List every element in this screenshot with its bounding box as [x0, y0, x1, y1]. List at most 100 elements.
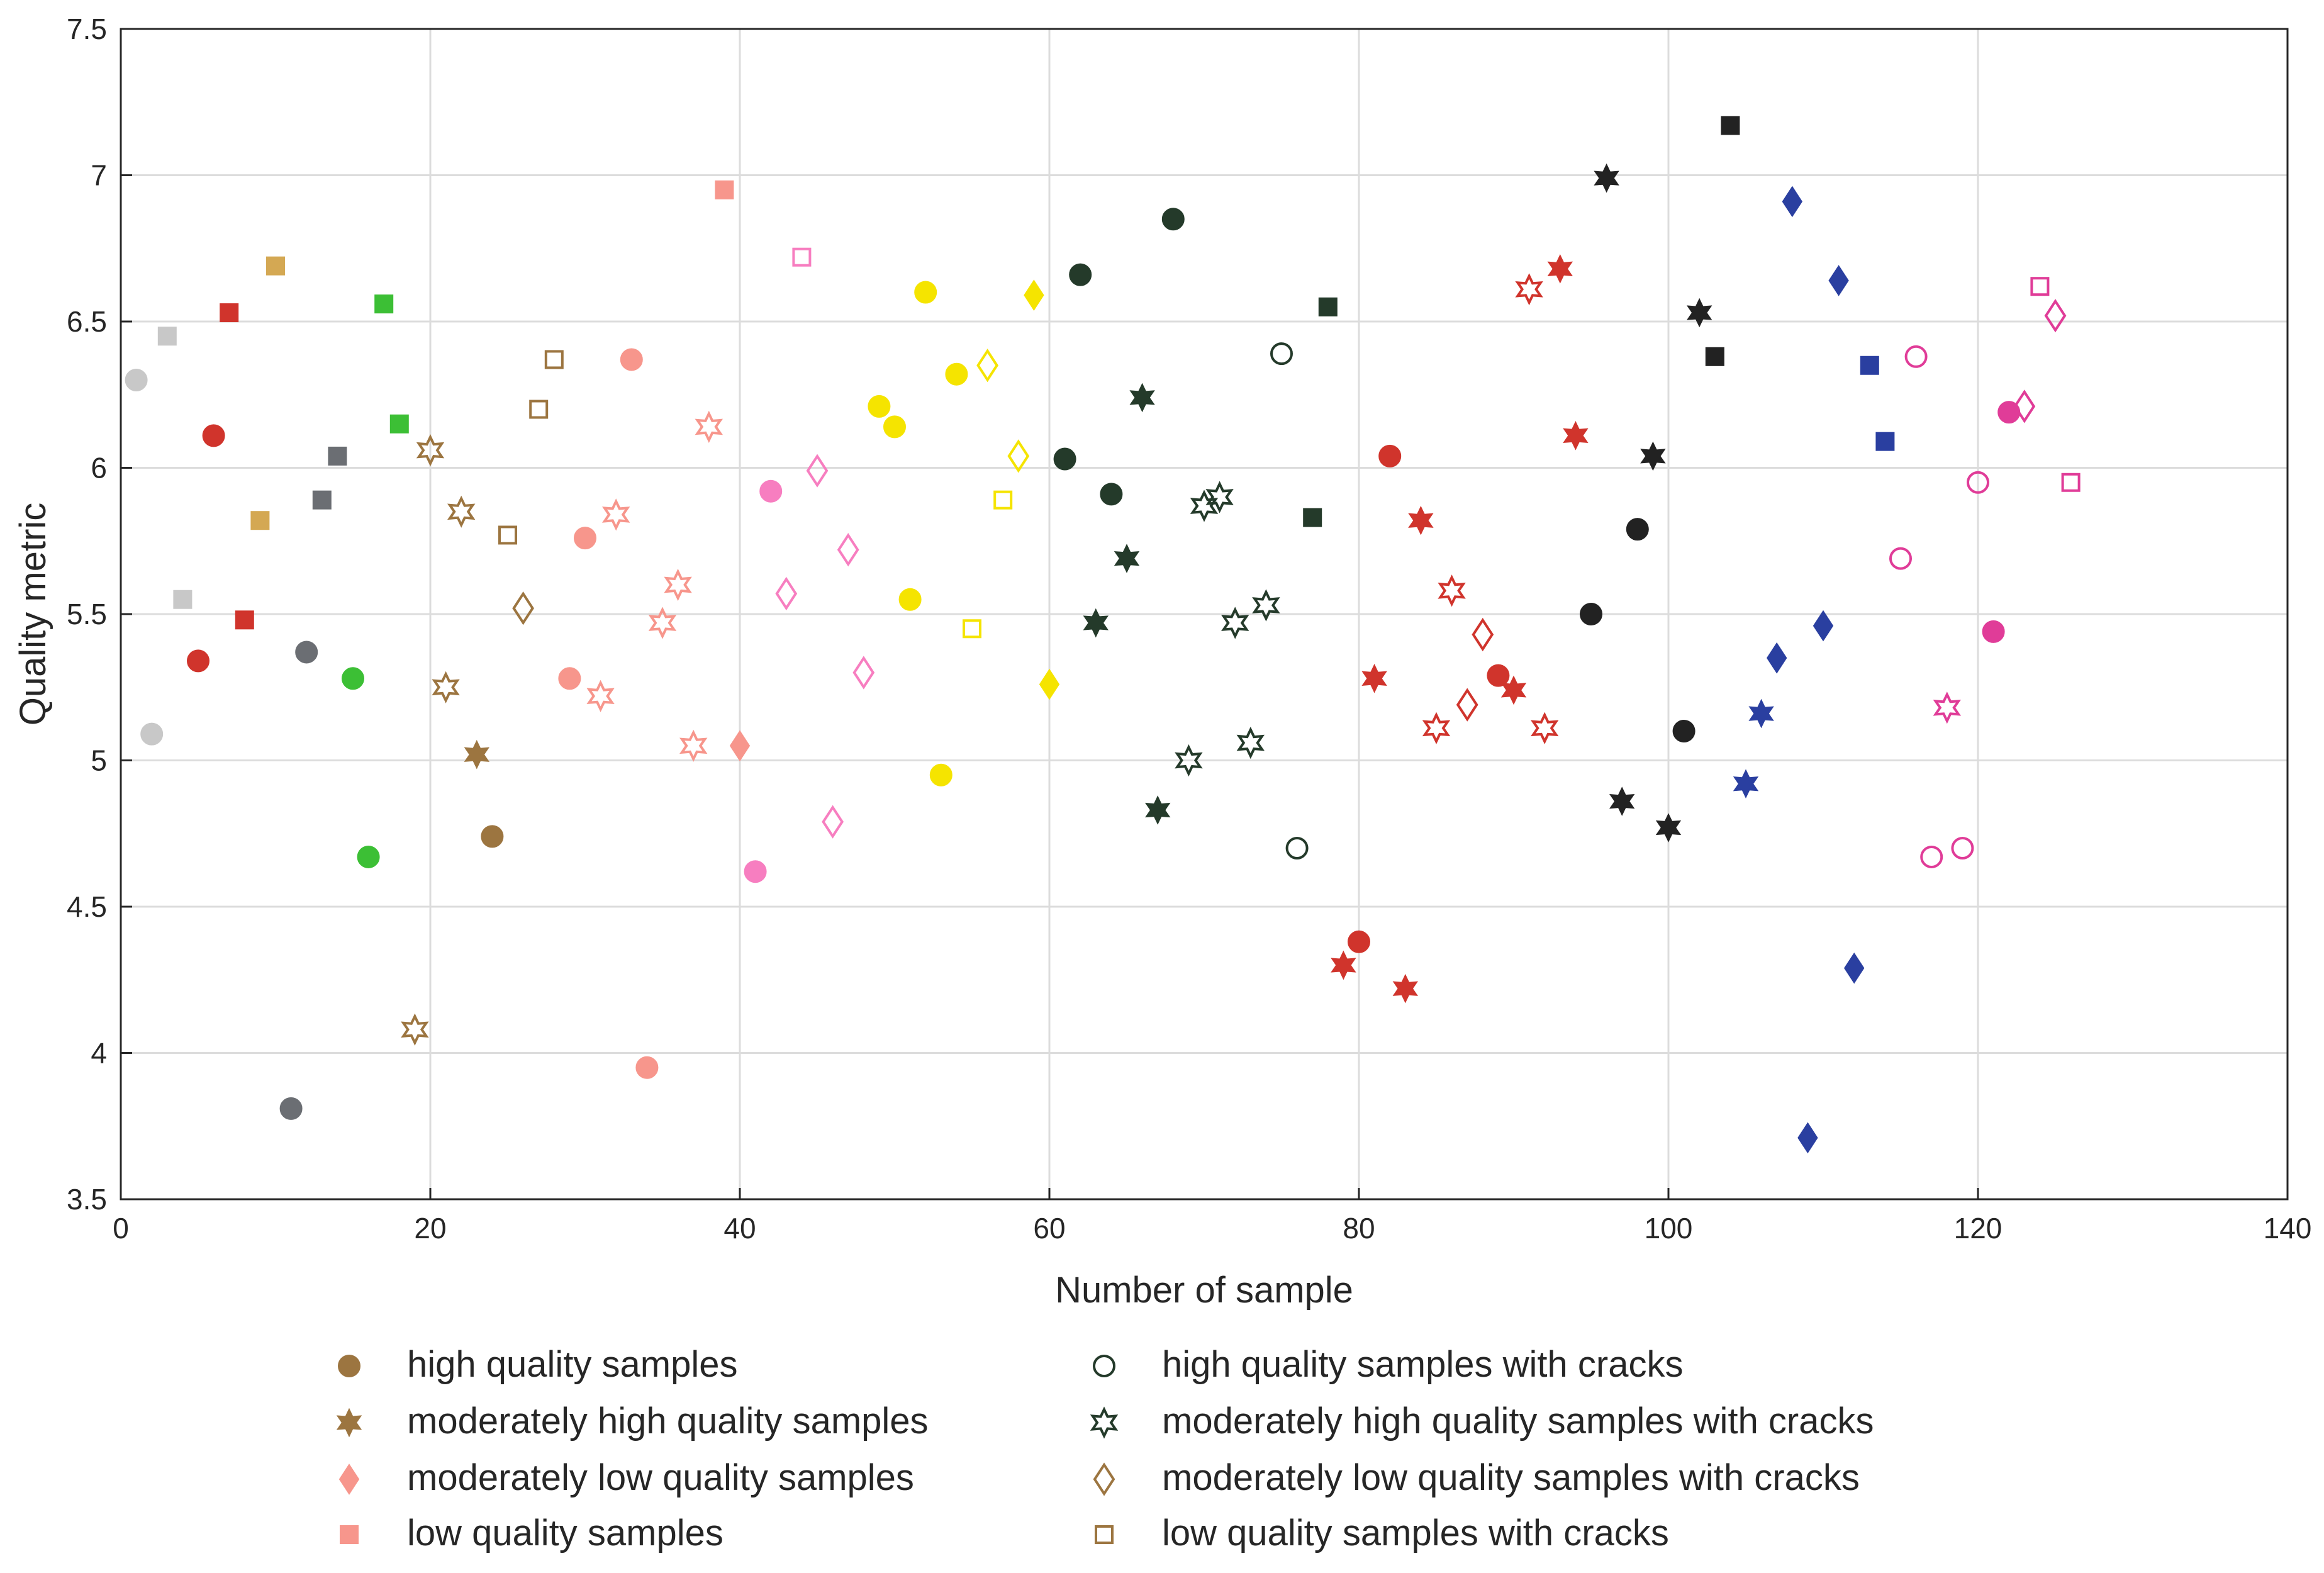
- data-point-star6: [1236, 726, 1265, 759]
- data-point-star6: [1190, 490, 1219, 522]
- data-point-circle: [914, 281, 937, 304]
- data-point-diamond: [852, 656, 875, 690]
- data-point-star6: [1594, 163, 1619, 193]
- data-point-circle: [1161, 208, 1185, 231]
- legend-label: moderately low quality samples: [407, 1457, 914, 1498]
- data-point-circle: [1904, 345, 1928, 368]
- data-point-diamond: [2013, 389, 2036, 423]
- data-point-diamond: [1782, 186, 1802, 218]
- data-point-circle: [1348, 930, 1370, 953]
- data-point-diamond: [837, 533, 859, 567]
- y-tick-label: 7: [91, 159, 107, 192]
- data-point-star6: [1408, 505, 1434, 535]
- data-point-square: [1705, 347, 1724, 366]
- legend-marker-star6: [336, 1408, 362, 1438]
- data-point-circle: [1270, 342, 1293, 366]
- data-point-star6: [1175, 744, 1203, 777]
- legend-marker-circle: [1093, 1355, 1115, 1377]
- data-point-circle: [744, 860, 767, 883]
- data-point-circle: [1487, 664, 1510, 687]
- data-point-circle: [945, 362, 968, 386]
- data-point-star6: [1530, 712, 1559, 744]
- legend-marker-circle: [338, 1355, 360, 1377]
- data-point-square: [1318, 297, 1338, 316]
- data-point-star6: [1733, 769, 1759, 799]
- x-tick-label: 40: [723, 1212, 756, 1245]
- x-tick-label: 80: [1343, 1212, 1375, 1245]
- data-point-circle: [558, 667, 581, 690]
- data-point-diamond: [2044, 299, 2067, 333]
- data-point-circle: [140, 722, 164, 746]
- data-point-circle: [357, 845, 380, 868]
- data-point-circle: [295, 641, 318, 664]
- legend-label: moderately high quality samples with cra…: [1162, 1401, 1874, 1441]
- data-point-star6: [1422, 712, 1451, 744]
- data-point-circle: [279, 1097, 303, 1120]
- data-point-circle: [868, 395, 891, 418]
- data-point-circle: [883, 415, 906, 439]
- data-point-star6: [1500, 675, 1527, 705]
- data-point-square: [2061, 473, 2081, 492]
- legend-label: moderately low quality samples with crac…: [1162, 1457, 1860, 1498]
- legend-label: moderately high quality samples: [407, 1401, 929, 1441]
- data-point-star6: [1438, 574, 1466, 607]
- data-point-square: [1875, 432, 1895, 451]
- data-point-circle: [1053, 447, 1076, 471]
- data-point-circle: [1920, 845, 1943, 868]
- y-tick-label: 6: [91, 452, 107, 484]
- data-point-square: [2030, 277, 2050, 296]
- data-point-star6: [695, 410, 723, 444]
- data-point-square: [328, 446, 347, 466]
- data-point-diamond: [806, 454, 829, 488]
- data-point-square: [250, 511, 270, 530]
- data-point-star6: [1083, 608, 1109, 638]
- x-tick-label: 20: [414, 1212, 446, 1245]
- data-point-star6: [586, 680, 615, 712]
- data-point-circle: [635, 1056, 659, 1079]
- data-point-circle: [1069, 263, 1092, 286]
- data-point-square: [173, 590, 193, 609]
- data-point-star6: [447, 495, 476, 528]
- data-point-square: [792, 247, 812, 267]
- legend-label: low quality samples with cracks: [1162, 1513, 1669, 1553]
- data-point-circle: [620, 348, 643, 371]
- data-point-star6: [1547, 254, 1573, 284]
- data-point-star6: [1933, 691, 1962, 724]
- data-point-star6: [1686, 298, 1712, 328]
- data-point-square: [389, 414, 409, 434]
- data-point-square: [220, 303, 239, 323]
- data-point-star6: [1515, 273, 1543, 306]
- data-point-circle: [898, 588, 922, 611]
- axis-ticks: 0 20 40 60 80 100 120 140 3.5 4 4.5 5 5.5 6 6.5 7 7.5: [67, 13, 2311, 1245]
- data-point-circle: [187, 649, 209, 673]
- legend: high quality samples moderately high qual…: [336, 1344, 1874, 1553]
- y-tick-label: 6.5: [67, 305, 107, 338]
- data-point-diamond: [1039, 668, 1060, 700]
- data-point-circle: [759, 479, 783, 503]
- data-point-square: [963, 619, 981, 639]
- data-point-diamond: [1472, 617, 1494, 652]
- data-point-square: [266, 256, 285, 276]
- grid-lines: [121, 29, 2288, 1199]
- data-point-circle: [1626, 518, 1649, 541]
- data-point-circle: [202, 424, 225, 447]
- data-point-square: [1721, 116, 1740, 135]
- data-point-star6: [664, 568, 692, 602]
- data-point-diamond: [1007, 439, 1030, 473]
- legend-label: high quality samples: [407, 1344, 738, 1385]
- data-point-square: [312, 490, 332, 510]
- x-tick-label: 60: [1033, 1212, 1065, 1245]
- data-point-star6: [679, 729, 708, 762]
- data-point-circle: [929, 763, 953, 786]
- data-point-square: [157, 327, 177, 346]
- data-point-star6: [464, 739, 490, 770]
- y-tick-label: 5.5: [67, 598, 107, 630]
- data-point-square: [1303, 508, 1322, 527]
- data-point-circle: [1580, 603, 1602, 625]
- data-point-star6: [1221, 607, 1249, 639]
- data-point-star6: [1144, 795, 1171, 825]
- y-tick-label: 4.5: [67, 890, 107, 923]
- y-tick-label: 7.5: [67, 13, 107, 45]
